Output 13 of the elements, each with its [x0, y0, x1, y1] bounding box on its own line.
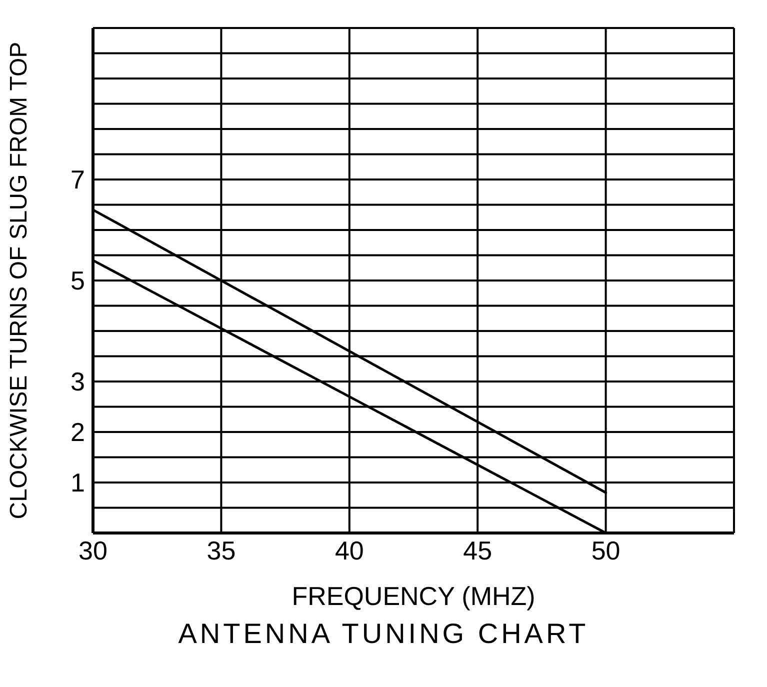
- y-tick-label: 2: [70, 417, 85, 448]
- x-tick-label: 45: [463, 535, 492, 566]
- y-tick-label: 5: [70, 266, 85, 296]
- x-axis-title: FREQUENCY (MHZ): [292, 581, 536, 611]
- x-tick-label: 50: [591, 535, 620, 566]
- y-axis-title: CLOCKWISE TURNS OF SLUG FROM TOP: [6, 42, 33, 520]
- y-tick-label: 3: [70, 366, 85, 397]
- x-tick-label: 30: [78, 535, 108, 566]
- y-tick-label: 7: [70, 164, 85, 195]
- text: ANTENNA TUNING CHART: [177, 618, 590, 650]
- x-tick-label: 40: [334, 535, 364, 566]
- x-tick-label: 35: [206, 535, 236, 566]
- y-tick-label: 1: [70, 468, 85, 498]
